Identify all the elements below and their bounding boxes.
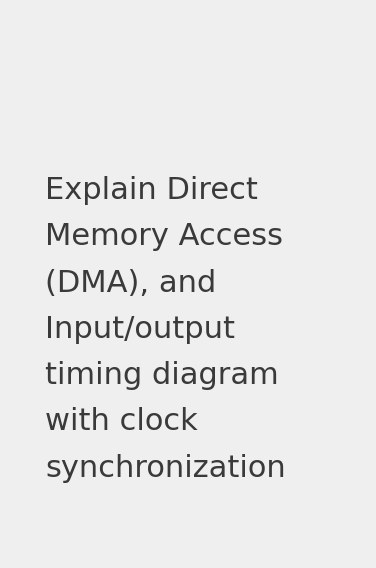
Text: Explain Direct
Memory Access
(DMA), and
Input/output
timing diagram
with clock
s: Explain Direct Memory Access (DMA), and … [45, 176, 286, 483]
